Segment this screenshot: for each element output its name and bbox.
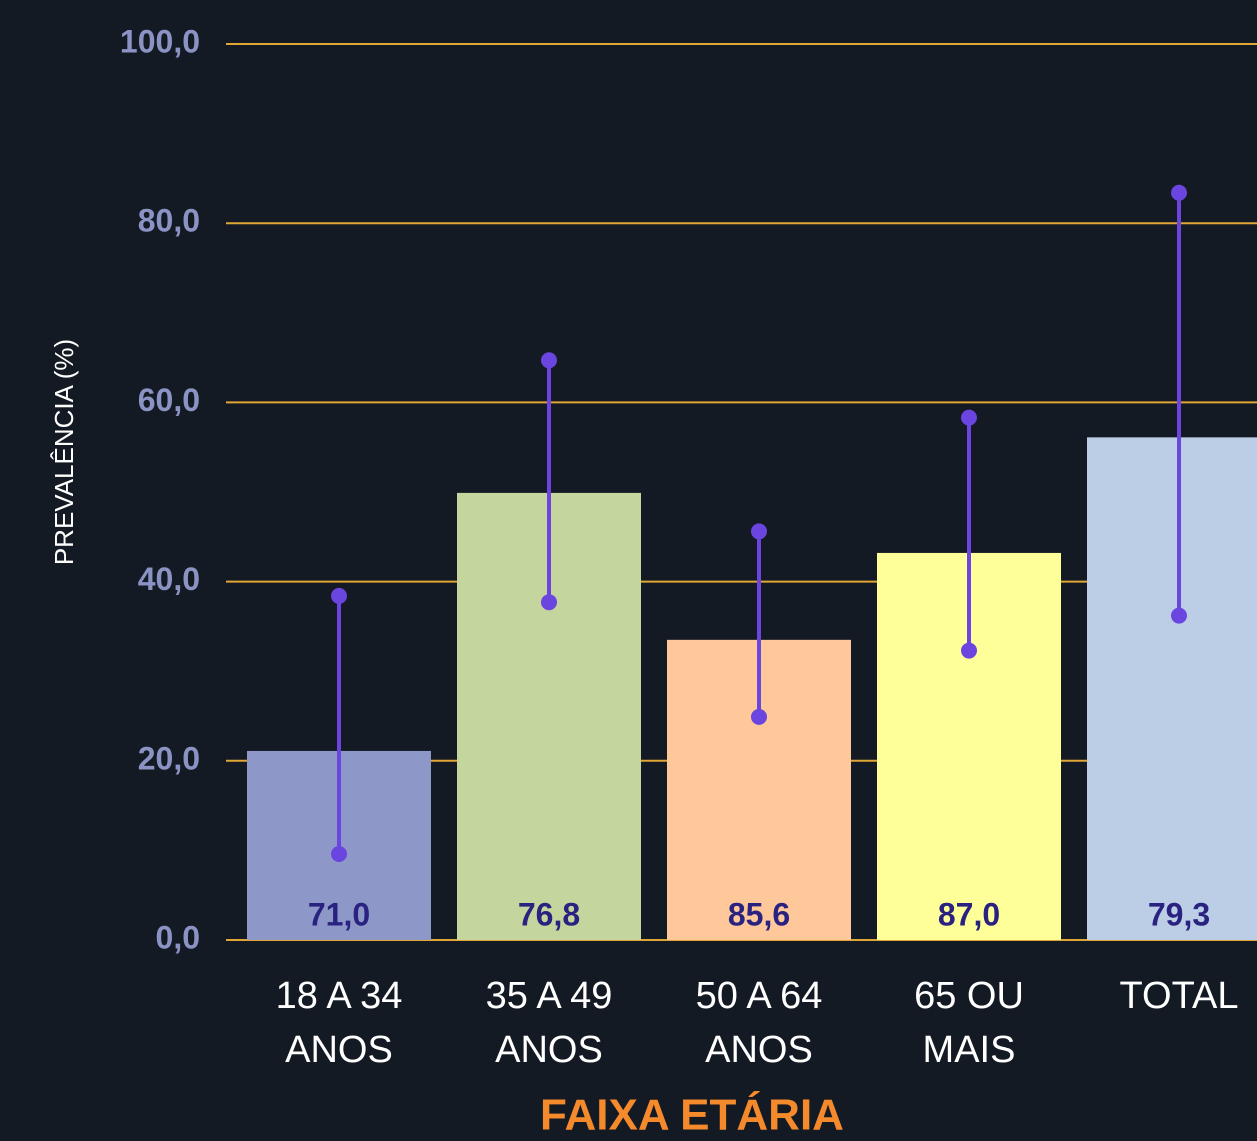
error-cap: [961, 642, 977, 659]
bar-label: 79,3: [1148, 896, 1210, 932]
error-cap: [961, 409, 977, 426]
x-tick-label: 65 OU: [914, 975, 1024, 1017]
y-tick-label: 20,0: [138, 740, 200, 776]
x-tick-label: ANOS: [285, 1029, 393, 1071]
x-axis-label: FAIXA ETÁRIA: [540, 1090, 844, 1140]
bar-label: 85,6: [728, 896, 790, 932]
y-tick-label: 40,0: [138, 561, 200, 597]
error-cap: [1171, 607, 1187, 624]
x-tick-label: 35 A 49: [486, 975, 613, 1017]
bar-label: 76,8: [518, 896, 580, 932]
x-tick-label: ANOS: [705, 1029, 813, 1071]
bar-label: 71,0: [308, 896, 370, 932]
y-tick-label: 60,0: [138, 382, 200, 418]
error-cap: [751, 708, 767, 725]
error-cap: [1171, 184, 1187, 201]
x-tick-label: 50 A 64: [696, 975, 823, 1017]
error-cap: [751, 523, 767, 540]
bar: [1087, 437, 1257, 940]
error-cap: [541, 594, 557, 611]
bar-label: 87,0: [938, 896, 1000, 932]
error-cap: [331, 845, 347, 862]
error-cap: [541, 352, 557, 369]
x-tick-label: ANOS: [495, 1029, 603, 1071]
x-tick-label: TOTAL: [1120, 975, 1239, 1017]
error-cap: [331, 587, 347, 604]
x-tick-label: MAIS: [923, 1029, 1016, 1071]
x-tick-label: 18 A 34: [276, 975, 403, 1017]
y-tick-label: 0,0: [156, 919, 200, 955]
y-tick-label: 80,0: [138, 203, 200, 239]
y-axis-label: PREVALÊNCIA (%): [49, 339, 79, 565]
y-tick-label: 100,0: [120, 23, 200, 59]
